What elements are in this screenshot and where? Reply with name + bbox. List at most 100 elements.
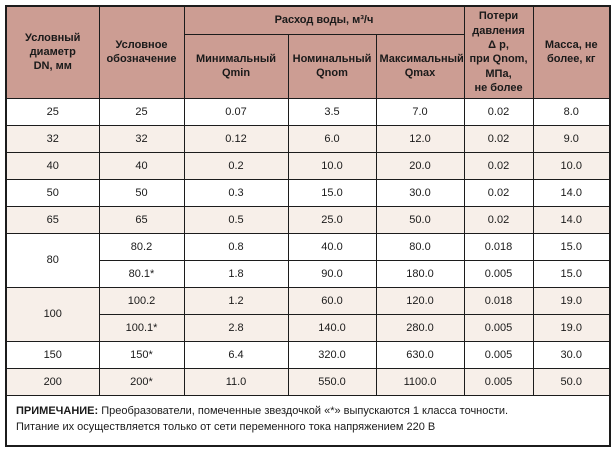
qmax-cell: 12.0 xyxy=(375,124,465,153)
qmax-cell: 180.0 xyxy=(375,259,465,288)
pressure-loss-cell: 0.018 xyxy=(463,232,534,261)
designation-cell: 150* xyxy=(98,340,185,369)
qmin-cell: 0.8 xyxy=(183,232,289,261)
mass-cell: 30.0 xyxy=(532,340,611,369)
dn-cell: 50 xyxy=(5,178,100,207)
pressure-loss-cell: 0.02 xyxy=(463,178,534,207)
footnote-line-1: ПРИМЕЧАНИЕ: Преобразователи, помеченные … xyxy=(16,403,600,420)
qmax-cell: 280.0 xyxy=(375,313,465,342)
designation-cell: 25 xyxy=(98,97,185,126)
mass-cell: 19.0 xyxy=(532,313,611,342)
header-water-flow-group: Расход воды, м³/ч xyxy=(183,5,465,35)
header-designation: Условное обозначение xyxy=(98,5,185,99)
table-row: 150 150* 6.4 320.0 630.0 0.005 30.0 xyxy=(5,340,611,369)
mass-cell: 9.0 xyxy=(532,124,611,153)
qmin-cell: 0.5 xyxy=(183,205,289,234)
note-row: ПРИМЕЧАНИЕ: Преобразователи, помеченные … xyxy=(5,394,611,446)
dn-cell: 80 xyxy=(5,232,100,288)
qnom-cell: 550.0 xyxy=(287,367,377,396)
table-row: 40 40 0.2 10.0 20.0 0.02 10.0 xyxy=(5,151,611,180)
mass-cell: 19.0 xyxy=(532,286,611,315)
footnote-text-1: Преобразователи, помеченные звездочкой «… xyxy=(98,404,509,417)
pressure-loss-cell: 0.005 xyxy=(463,259,534,288)
footnote-line-2: Питание их осуществляется только от сети… xyxy=(16,421,436,433)
table-row: 100 100.2 1.2 60.0 120.0 0.018 19.0 xyxy=(5,286,611,342)
table-row: 100.1* 2.8 140.0 280.0 0.005 19.0 xyxy=(6,313,611,342)
qnom-cell: 3.5 xyxy=(287,97,377,126)
qmin-cell: 2.8 xyxy=(183,313,289,342)
qnom-cell: 40.0 xyxy=(287,232,377,261)
qmin-cell: 6.4 xyxy=(183,340,289,369)
qnom-cell: 60.0 xyxy=(287,286,377,315)
dn-cell: 25 xyxy=(5,97,100,126)
table-row: 80.1* 1.8 90.0 180.0 0.005 15.0 xyxy=(6,259,611,288)
qmax-cell: 120.0 xyxy=(375,286,465,315)
table-body: 25 25 0.07 3.5 7.0 0.02 8.0 32 32 0.12 6… xyxy=(5,97,611,446)
mass-cell: 14.0 xyxy=(532,178,611,207)
table-row: 25 25 0.07 3.5 7.0 0.02 8.0 xyxy=(5,97,611,126)
flow-meter-spec-table: Условный диаметр DN, мм Условное обознач… xyxy=(5,5,612,447)
qmax-cell: 7.0 xyxy=(375,97,465,126)
table-row: 32 32 0.12 6.0 12.0 0.02 9.0 xyxy=(5,124,611,153)
qnom-cell: 320.0 xyxy=(287,340,377,369)
designation-cell: 65 xyxy=(98,205,185,234)
header-qnom: Номинальный Qnom xyxy=(287,33,377,99)
mass-cell: 8.0 xyxy=(532,97,611,126)
pressure-loss-cell: 0.02 xyxy=(463,151,534,180)
table-row: 80 80.2 0.8 40.0 80.0 0.018 15.0 xyxy=(5,232,611,288)
designation-cell: 32 xyxy=(98,124,185,153)
mass-cell: 15.0 xyxy=(532,232,611,261)
qnom-cell: 25.0 xyxy=(287,205,377,234)
qmin-cell: 0.12 xyxy=(183,124,289,153)
qmin-cell: 0.07 xyxy=(183,97,289,126)
dn-cell: 100 xyxy=(5,286,100,342)
qmax-cell: 50.0 xyxy=(375,205,465,234)
datasheet-page: Условный диаметр DN, мм Условное обознач… xyxy=(5,5,612,447)
qmax-cell: 20.0 xyxy=(375,151,465,180)
qmin-cell: 1.8 xyxy=(183,259,289,288)
qmin-cell: 0.2 xyxy=(183,151,289,180)
pressure-loss-cell: 0.02 xyxy=(463,97,534,126)
qmin-cell: 1.2 xyxy=(183,286,289,315)
qnom-cell: 15.0 xyxy=(287,178,377,207)
mass-cell: 15.0 xyxy=(532,259,611,288)
header-qmax: Максимальный Qmax xyxy=(375,33,465,99)
designation-cell: 200* xyxy=(98,367,185,396)
designation-cell: 50 xyxy=(98,178,185,207)
mass-cell: 10.0 xyxy=(532,151,611,180)
pressure-loss-cell: 0.018 xyxy=(463,286,534,315)
header-pressure-loss: Потери давления Δ p, при Qnom, МПа, не б… xyxy=(463,5,534,99)
designation-cell: 80.1* xyxy=(98,259,185,288)
dn-cell: 150 xyxy=(5,340,100,369)
qmax-cell: 30.0 xyxy=(375,178,465,207)
pressure-loss-cell: 0.02 xyxy=(463,124,534,153)
designation-cell: 80.2 xyxy=(98,232,185,261)
dn-cell: 200 xyxy=(5,367,100,396)
qnom-cell: 140.0 xyxy=(287,313,377,342)
table-row: 50 50 0.3 15.0 30.0 0.02 14.0 xyxy=(5,178,611,207)
footnote-label: ПРИМЕЧАНИЕ: xyxy=(16,404,99,417)
designation-cell: 100.1* xyxy=(98,313,185,342)
qnom-cell: 6.0 xyxy=(287,124,377,153)
table-row: 65 65 0.5 25.0 50.0 0.02 14.0 xyxy=(5,205,611,234)
mass-cell: 50.0 xyxy=(532,367,611,396)
qnom-cell: 10.0 xyxy=(287,151,377,180)
designation-cell: 40 xyxy=(98,151,185,180)
mass-cell: 14.0 xyxy=(532,205,611,234)
qnom-cell: 90.0 xyxy=(287,259,377,288)
dn-cell: 65 xyxy=(5,205,100,234)
table-header: Условный диаметр DN, мм Условное обознач… xyxy=(5,5,611,99)
dn-cell: 40 xyxy=(5,151,100,180)
pressure-loss-cell: 0.02 xyxy=(463,205,534,234)
header-nominal-diameter: Условный диаметр DN, мм xyxy=(5,5,100,99)
qmax-cell: 630.0 xyxy=(375,340,465,369)
pressure-loss-cell: 0.005 xyxy=(463,340,534,369)
designation-cell: 100.2 xyxy=(98,286,185,315)
table-row: 200 200* 11.0 550.0 1100.0 0.005 50.0 xyxy=(5,367,611,396)
qmax-cell: 80.0 xyxy=(375,232,465,261)
pressure-loss-cell: 0.005 xyxy=(463,313,534,342)
qmin-cell: 11.0 xyxy=(183,367,289,396)
header-qmin: Минимальный Qmin xyxy=(183,33,289,99)
header-mass: Масса, не более, кг xyxy=(532,5,611,99)
footnote: ПРИМЕЧАНИЕ: Преобразователи, помеченные … xyxy=(5,394,611,446)
